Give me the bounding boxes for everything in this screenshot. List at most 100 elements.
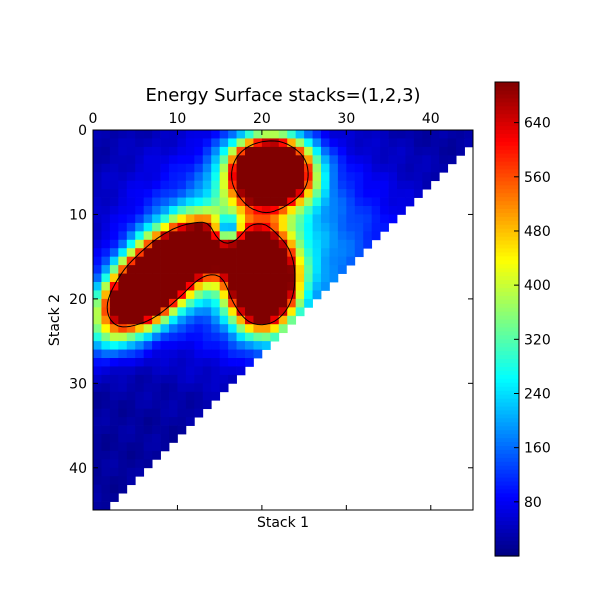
heatmap-cell	[143, 450, 153, 460]
heatmap-cell	[321, 172, 330, 182]
heatmap-cell	[93, 214, 102, 224]
colorbar-segment	[495, 409, 519, 415]
heatmap-cell	[287, 163, 297, 173]
heatmap-cell	[202, 239, 212, 249]
heatmap-cell	[135, 282, 145, 291]
colorbar-segment	[495, 520, 519, 525]
heatmap-cell	[346, 189, 356, 198]
colorbar-segment	[495, 93, 519, 99]
heatmap-cell	[236, 315, 246, 325]
heatmap-cells	[93, 130, 474, 511]
heatmap-cell	[371, 214, 381, 224]
heatmap-cell	[126, 155, 136, 165]
heatmap-cell	[278, 273, 288, 283]
heatmap-cell	[177, 180, 187, 190]
x-tick-label: 0	[89, 111, 98, 127]
heatmap-cell	[219, 273, 229, 283]
heatmap-cell	[346, 197, 356, 207]
heatmap-cell	[211, 383, 221, 393]
heatmap-cell	[143, 366, 153, 376]
heatmap-cell	[312, 138, 322, 148]
heatmap-cell	[287, 256, 297, 266]
colorbar-segment	[495, 552, 519, 557]
colorbar-segment	[495, 390, 519, 395]
x-axis-ticks: 0 10 20 30 40	[89, 111, 440, 510]
heatmap-cell	[194, 366, 204, 376]
heatmap-cell	[185, 315, 195, 325]
heatmap-cell	[169, 206, 178, 215]
heatmap-cell	[447, 138, 457, 148]
colorbar-segment	[495, 220, 519, 225]
heatmap-cell	[118, 434, 128, 443]
heatmap-cell	[422, 138, 432, 148]
heatmap-cell	[93, 155, 102, 165]
heatmap-cell	[126, 307, 136, 317]
heatmap-cell	[143, 265, 153, 274]
heatmap-cell	[160, 417, 170, 426]
heatmap-cell	[270, 214, 280, 224]
heatmap-cell	[397, 155, 406, 165]
heatmap-cell	[152, 408, 161, 418]
heatmap-cell	[152, 417, 161, 426]
heatmap-cell	[93, 172, 102, 182]
heatmap-cell	[143, 341, 153, 350]
heatmap-cell	[228, 172, 237, 182]
heatmap-cell	[337, 197, 347, 207]
x-tick-label: 30	[337, 111, 355, 127]
heatmap-cell	[126, 366, 136, 376]
heatmap-cell	[236, 256, 246, 266]
colorbar-segment	[495, 504, 519, 510]
heatmap-cell	[329, 172, 339, 182]
heatmap-cell	[439, 155, 449, 165]
heatmap-cell	[295, 163, 305, 173]
heatmap-cell	[93, 476, 102, 486]
heatmap-cell	[321, 197, 330, 207]
heatmap-cell	[109, 425, 119, 435]
heatmap-cell	[101, 459, 111, 469]
heatmap-cell	[363, 222, 373, 232]
heatmap-cell	[261, 163, 271, 173]
heatmap-cell	[261, 298, 271, 308]
heatmap-cell	[93, 383, 102, 393]
heatmap-cell	[177, 425, 187, 435]
heatmap-cell	[236, 146, 246, 156]
heatmap-cell	[160, 366, 170, 376]
heatmap-cell	[126, 383, 136, 393]
heatmap-cell	[228, 290, 237, 300]
heatmap-cell	[253, 298, 263, 308]
colorbar-segment	[495, 540, 519, 545]
heatmap-cell	[219, 197, 229, 207]
heatmap-cell	[152, 197, 161, 207]
colorbar-segment	[495, 461, 519, 466]
heatmap-cell	[93, 315, 102, 325]
heatmap-cell	[194, 349, 204, 359]
heatmap-cell	[211, 265, 221, 274]
heatmap-cell	[194, 239, 204, 249]
heatmap-cell	[236, 130, 246, 139]
heatmap-cell	[118, 391, 128, 401]
x-tick-label: 10	[169, 111, 187, 127]
heatmap-cell	[177, 324, 187, 334]
heatmap-cell	[135, 450, 145, 460]
heatmap-cell	[143, 282, 153, 291]
heatmap-cell	[126, 358, 136, 367]
heatmap-cell	[211, 222, 221, 232]
colorbar-segment	[495, 291, 519, 296]
heatmap-cell	[185, 189, 195, 198]
heatmap-cell	[169, 324, 178, 334]
heatmap-cell	[126, 425, 136, 435]
heatmap-cell	[194, 265, 204, 274]
heatmap-cell	[354, 172, 364, 182]
heatmap-cell	[177, 298, 187, 308]
heatmap-cell	[202, 163, 212, 173]
colorbar-segment	[495, 445, 519, 450]
heatmap-cell	[236, 265, 246, 274]
heatmap-cell	[177, 197, 187, 207]
heatmap-cell	[236, 222, 246, 232]
heatmap-cell	[337, 214, 347, 224]
heatmap-cell	[202, 180, 212, 190]
heatmap-cell	[202, 206, 212, 215]
heatmap-cell	[126, 231, 136, 241]
heatmap-cell	[219, 239, 229, 249]
heatmap-cell	[101, 358, 111, 367]
